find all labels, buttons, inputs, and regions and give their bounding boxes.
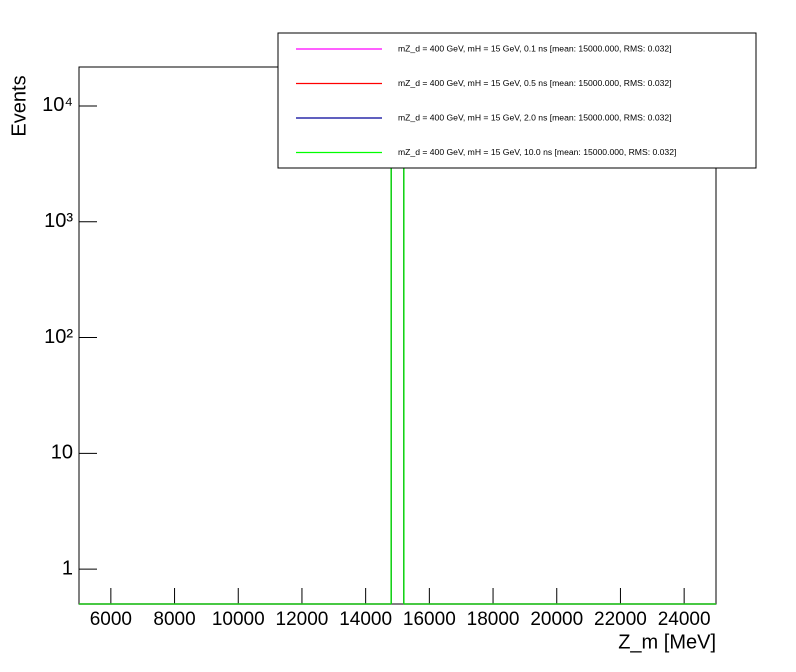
legend-label: mZ_d = 400 GeV, mH = 15 GeV, 10.0 ns [me…: [398, 147, 676, 157]
y-axis-title: Events: [8, 75, 30, 136]
x-axis-title: Z_m [MeV]: [618, 631, 716, 653]
legend-label: mZ_d = 400 GeV, mH = 15 GeV, 0.5 ns [mea…: [398, 78, 672, 88]
y-tick-label: 10³: [44, 210, 73, 232]
y-tick-label: 10: [51, 442, 73, 464]
legend-box: [277, 32, 757, 169]
y-tick-label: 10⁴: [42, 94, 73, 116]
legend-label: mZ_d = 400 GeV, mH = 15 GeV, 0.1 ns [mea…: [398, 43, 672, 53]
x-tick-label: 16000: [403, 609, 456, 630]
x-tick-label: 14000: [339, 609, 392, 630]
x-tick-label: 8000: [153, 609, 195, 630]
x-tick-label: 20000: [530, 609, 583, 630]
x-tick-label: 18000: [467, 609, 520, 630]
x-tick-label: 10000: [212, 609, 265, 630]
y-tick-label: 10²: [44, 326, 73, 348]
y-tick-label: 1: [62, 557, 73, 579]
x-tick-label: 12000: [276, 609, 329, 630]
x-tick-label: 24000: [658, 609, 711, 630]
x-tick-label: 22000: [594, 609, 647, 630]
legend-label: mZ_d = 400 GeV, mH = 15 GeV, 2.0 ns [mea…: [398, 112, 672, 122]
x-tick-label: 6000: [90, 609, 132, 630]
